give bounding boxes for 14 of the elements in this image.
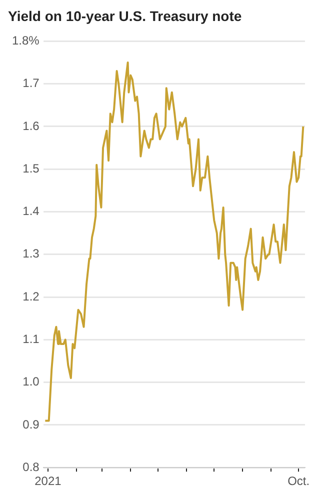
y-tick-label: 1.2 bbox=[22, 289, 40, 304]
y-tick-label: 0.8 bbox=[22, 460, 40, 474]
chart-title: Yield on 10-year U.S. Treasury note bbox=[8, 8, 243, 24]
x-tick-label: Oct. bbox=[288, 474, 310, 488]
y-tick-label: 1.1 bbox=[22, 332, 40, 346]
y-tick-label: 1.7 bbox=[22, 76, 40, 90]
y-tick-label: 1.8% bbox=[12, 34, 40, 48]
y-tick-label: 1.5 bbox=[22, 161, 40, 176]
y-tick-label: 1.6 bbox=[22, 118, 40, 133]
y-tick-label: 1.4 bbox=[22, 204, 40, 218]
y-tick-label: 0.9 bbox=[22, 417, 40, 432]
y-tick-label: 1.0 bbox=[22, 374, 40, 389]
y-tick-label: 1.3 bbox=[22, 246, 40, 261]
x-tick-label: 2021 bbox=[34, 474, 62, 488]
